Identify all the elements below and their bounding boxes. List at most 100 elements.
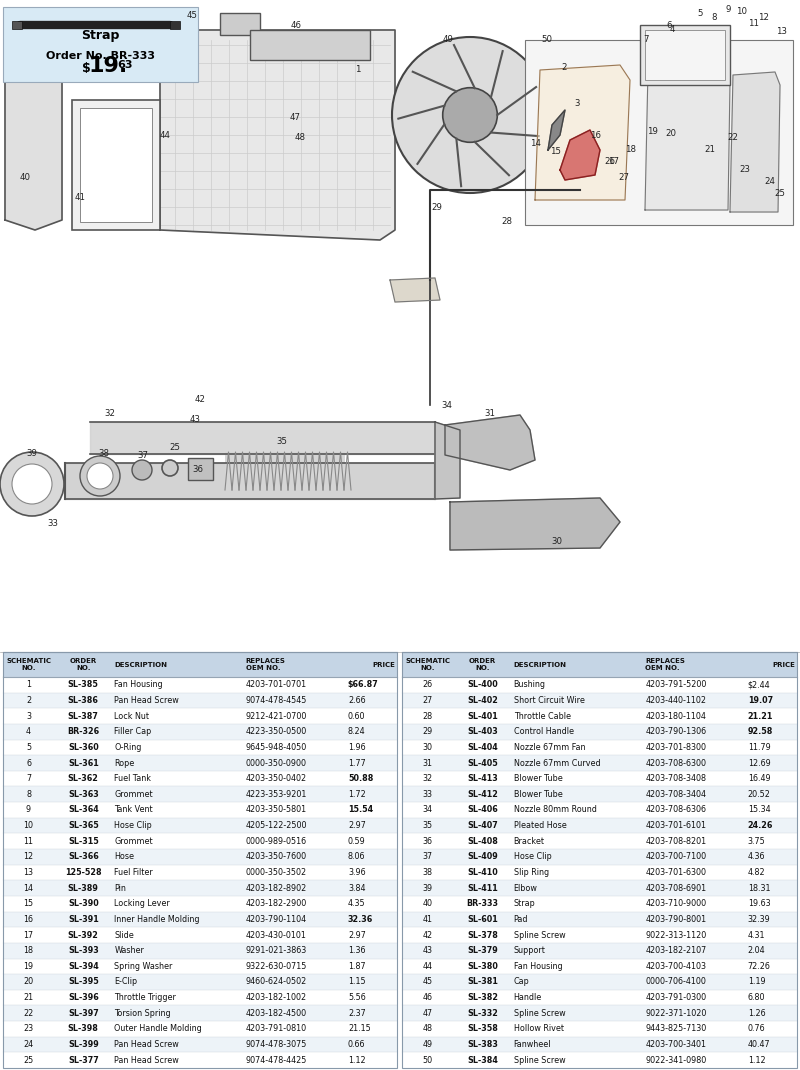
Text: SL-382: SL-382 — [467, 993, 498, 1003]
Text: 6: 6 — [666, 21, 672, 31]
Text: SL-402: SL-402 — [467, 696, 498, 705]
Bar — [0, 0, 800, 652]
Text: SL-361: SL-361 — [68, 759, 98, 767]
Text: Throttle Cable: Throttle Cable — [514, 712, 570, 720]
Text: $2.44: $2.44 — [748, 681, 770, 689]
Text: 9443-825-7130: 9443-825-7130 — [646, 1024, 706, 1034]
Bar — [3, 802, 397, 817]
Text: 29: 29 — [422, 728, 433, 736]
Text: $: $ — [82, 62, 90, 75]
Bar — [402, 708, 797, 724]
Text: SL-395: SL-395 — [68, 978, 98, 987]
Text: 0.60: 0.60 — [348, 712, 366, 720]
Text: 45: 45 — [186, 11, 198, 19]
Text: Nozzle 67mm Curved: Nozzle 67mm Curved — [514, 759, 600, 767]
Text: 35: 35 — [422, 821, 433, 830]
Text: 5.56: 5.56 — [348, 993, 366, 1003]
Text: 4203-708-6300: 4203-708-6300 — [646, 759, 706, 767]
Bar — [402, 881, 797, 896]
Bar — [402, 739, 797, 755]
Text: 4203-350-7600: 4203-350-7600 — [246, 853, 307, 861]
Text: Hollow Rivet: Hollow Rivet — [514, 1024, 564, 1034]
Text: 38: 38 — [422, 868, 433, 877]
Polygon shape — [160, 30, 395, 240]
Bar — [525, 40, 793, 225]
Text: SL-362: SL-362 — [68, 775, 98, 783]
Text: 4: 4 — [26, 728, 31, 736]
Text: PRICE: PRICE — [772, 661, 795, 668]
Bar — [3, 1021, 397, 1037]
Bar — [3, 755, 397, 770]
Text: 26: 26 — [605, 157, 615, 167]
Bar — [3, 865, 397, 881]
Text: 4203-708-8201: 4203-708-8201 — [646, 837, 706, 845]
Text: 4203-701-6300: 4203-701-6300 — [646, 868, 706, 877]
Text: Fuel Filter: Fuel Filter — [114, 868, 153, 877]
Text: 5: 5 — [26, 743, 31, 752]
Text: 25: 25 — [774, 189, 786, 199]
Text: 15: 15 — [23, 899, 34, 908]
Text: 40.47: 40.47 — [748, 1040, 770, 1049]
Text: 3: 3 — [26, 712, 31, 720]
Text: 23: 23 — [739, 166, 750, 174]
Text: BR-326: BR-326 — [67, 728, 99, 736]
Text: 4203-350-5801: 4203-350-5801 — [246, 806, 307, 814]
Text: 4203-182-8902: 4203-182-8902 — [246, 884, 307, 892]
Text: 2: 2 — [562, 63, 566, 73]
Text: 4203-790-1104: 4203-790-1104 — [246, 915, 307, 923]
Bar — [3, 770, 397, 786]
Text: 32.39: 32.39 — [748, 915, 770, 923]
Text: 1.15: 1.15 — [348, 978, 366, 987]
Text: Grommet: Grommet — [114, 790, 153, 799]
Text: 0000-706-4100: 0000-706-4100 — [646, 978, 706, 987]
Text: 1.26: 1.26 — [748, 1009, 766, 1018]
Bar — [3, 786, 397, 802]
Text: SL-389: SL-389 — [68, 884, 98, 892]
Text: 8: 8 — [26, 790, 31, 799]
Text: SL-387: SL-387 — [68, 712, 98, 720]
Text: 32: 32 — [105, 409, 115, 417]
Text: 19: 19 — [23, 962, 34, 970]
Bar — [3, 817, 397, 834]
Text: 2.66: 2.66 — [348, 696, 366, 705]
Bar — [402, 1053, 797, 1068]
Text: 45: 45 — [422, 978, 433, 987]
Text: 4203-440-1102: 4203-440-1102 — [646, 696, 706, 705]
Text: 9291-021-3863: 9291-021-3863 — [246, 946, 307, 956]
Text: 36: 36 — [422, 837, 433, 845]
Text: Fan Housing: Fan Housing — [514, 962, 562, 970]
Text: SL-412: SL-412 — [467, 790, 498, 799]
Text: ORDER
NO.: ORDER NO. — [469, 658, 496, 671]
Bar — [402, 990, 797, 1006]
Text: 36: 36 — [193, 465, 203, 474]
Polygon shape — [390, 278, 440, 302]
Bar — [3, 739, 397, 755]
Bar — [170, 21, 180, 29]
Text: 28: 28 — [502, 217, 513, 227]
Text: SL-407: SL-407 — [467, 821, 498, 830]
Circle shape — [87, 463, 113, 489]
Bar — [402, 692, 797, 708]
Text: Cap: Cap — [514, 978, 530, 987]
Text: 40: 40 — [19, 173, 30, 183]
Text: 42: 42 — [422, 931, 433, 939]
Text: E-Clip: E-Clip — [114, 978, 138, 987]
Text: 4203-791-0300: 4203-791-0300 — [646, 993, 706, 1003]
Bar — [3, 692, 397, 708]
Text: 16: 16 — [23, 915, 34, 923]
Text: 20: 20 — [23, 978, 34, 987]
Text: 4203-791-0810: 4203-791-0810 — [246, 1024, 307, 1034]
Text: 35: 35 — [277, 438, 287, 446]
Text: SL-391: SL-391 — [68, 915, 98, 923]
Text: 1.87: 1.87 — [348, 962, 366, 970]
Bar — [3, 974, 397, 990]
Bar — [3, 1053, 397, 1068]
Bar — [402, 724, 797, 739]
Text: SL-386: SL-386 — [68, 696, 98, 705]
Text: 46: 46 — [290, 20, 302, 30]
Bar — [402, 770, 797, 786]
Text: 50.88: 50.88 — [348, 775, 374, 783]
Text: 4203-182-2900: 4203-182-2900 — [246, 899, 307, 908]
Text: 9212-421-0700: 9212-421-0700 — [246, 712, 307, 720]
Text: Throttle Trigger: Throttle Trigger — [114, 993, 176, 1003]
